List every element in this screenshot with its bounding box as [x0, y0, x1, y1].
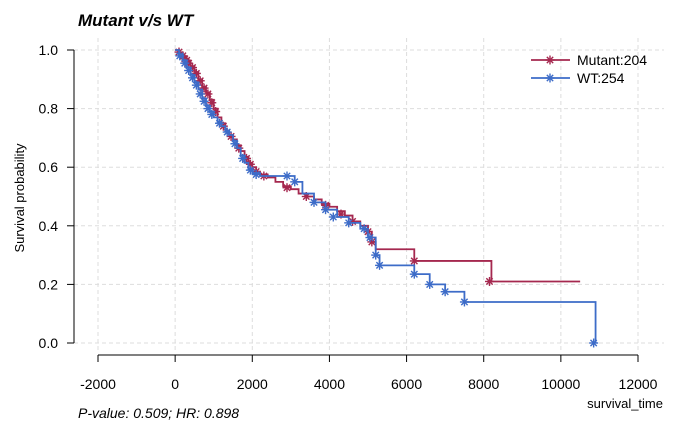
y-tick-label: 0.0: [39, 335, 59, 351]
censor-mark: [409, 269, 419, 279]
chart-title: Mutant v/s WT: [78, 11, 195, 30]
y-axis-label: Survival probability: [12, 143, 27, 253]
censor-mark: [203, 104, 213, 114]
x-tick-label: 12000: [619, 376, 658, 392]
x-tick-label: 10000: [541, 376, 580, 392]
censor-mark: [282, 183, 292, 193]
censor-mark: [371, 250, 381, 260]
y-tick-label: 0.4: [39, 218, 59, 234]
legend: Mutant:204 WT:254: [531, 52, 647, 86]
censor-mark: [215, 118, 224, 128]
censor-mark: [175, 51, 185, 61]
x-tick-label: 4000: [314, 376, 345, 392]
censor-mark: [459, 297, 469, 307]
censor-mark: [191, 80, 201, 90]
series-line-1: [175, 49, 597, 343]
legend-label: WT:254: [577, 70, 625, 86]
censor-mark: [290, 177, 300, 187]
censor-mark: [195, 89, 205, 99]
censor-mark: [485, 276, 494, 286]
censor-mark: [375, 260, 385, 270]
series-line-0: [175, 49, 581, 283]
censor-mark: [222, 127, 232, 137]
censor-mark: [309, 197, 319, 207]
censor-mark: [199, 96, 209, 106]
x-tick-label: -2000: [80, 376, 116, 392]
grid: [74, 38, 664, 351]
censor-mark: [321, 205, 331, 215]
x-tick-label: 2000: [237, 376, 268, 392]
y-tick-label: 0.8: [39, 101, 59, 117]
series-layer: [174, 47, 599, 348]
y-tick-label: 1.0: [39, 42, 59, 58]
legend-label: Mutant:204: [577, 52, 647, 68]
censor-mark: [188, 73, 197, 83]
censor-mark: [199, 83, 209, 93]
censor-mark: [245, 165, 255, 175]
censor-mark: [207, 109, 217, 119]
x-axis-label: survival_time: [587, 396, 663, 411]
y-tick-label: 0.6: [39, 159, 59, 175]
censor-mark: [238, 153, 248, 163]
censor-mark: [203, 89, 213, 99]
stats-annotation: P-value: 0.509; HR: 0.898: [78, 405, 239, 421]
x-tick-label: 8000: [468, 376, 499, 392]
censor-mark: [589, 338, 599, 348]
censor-mark: [365, 233, 375, 243]
x-tick-label: 0: [171, 376, 179, 392]
censor-mark: [230, 139, 240, 149]
y-tick-label: 0.2: [39, 276, 59, 292]
censor-mark: [282, 171, 292, 181]
censor-mark: [409, 256, 419, 266]
censor-mark: [180, 58, 190, 68]
censor-mark: [184, 66, 194, 76]
censor-mark: [328, 212, 338, 222]
axes: 0.0 0.2 0.4 0.6 0.8 1.0 -2000 0 2000 4000 6000 8000…: [39, 42, 658, 392]
legend-marker: [545, 73, 555, 83]
x-tick-label: 6000: [391, 376, 422, 392]
censor-mark: [251, 170, 261, 180]
censor-mark: [425, 279, 435, 289]
censor-mark: [344, 218, 354, 228]
censor-mark: [440, 287, 450, 297]
censor-mark: [359, 224, 369, 234]
legend-marker: [545, 55, 555, 65]
